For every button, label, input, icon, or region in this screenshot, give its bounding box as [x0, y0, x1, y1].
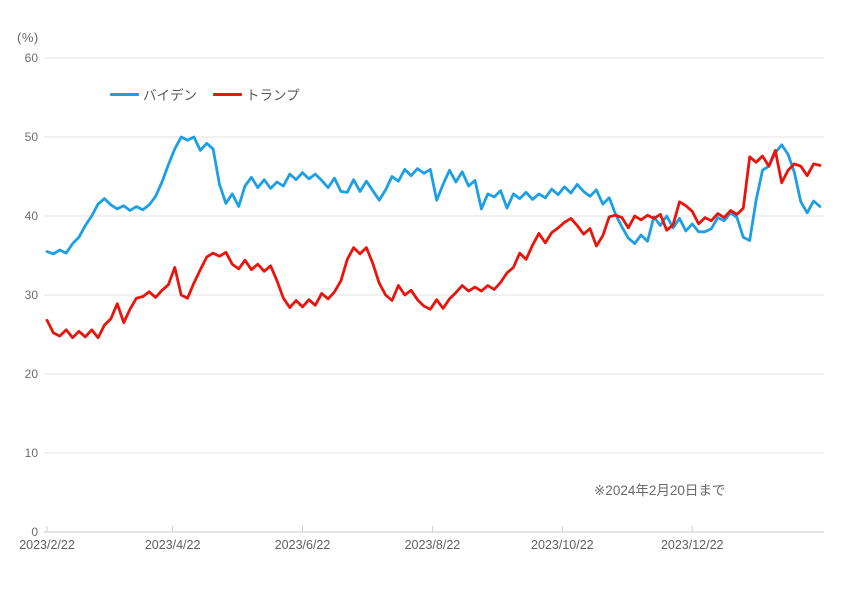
y-axis-unit-label: (%) [17, 30, 39, 45]
trump-line-swatch [213, 92, 242, 96]
series-line-trump [45, 148, 822, 340]
series-line-biden [45, 135, 822, 256]
y-axis-label-20: 20 [24, 367, 38, 381]
y-axis-label-10: 10 [24, 446, 38, 460]
x-axis-label-4: 2023/10/22 [531, 538, 594, 552]
x-axis-label-5: 2023/12/22 [660, 538, 724, 552]
y-axis-label-0: 0 [31, 525, 38, 539]
x-axis-label-2: 2023/6/22 [274, 538, 331, 552]
data-note: ※2024年2月20日まで [594, 483, 726, 498]
legend-label-trump: トランプ [246, 88, 300, 103]
legend: バイデン トランプ [110, 84, 300, 104]
y-axis-label-40: 40 [24, 209, 38, 223]
x-axis-label-3: 2023/8/22 [404, 538, 461, 552]
biden-line-swatch [110, 92, 139, 96]
legend-item-trump: トランプ [213, 84, 300, 104]
x-axis-label-0: 2023/2/22 [19, 538, 75, 552]
y-axis-label-60: 60 [24, 51, 38, 65]
legend-label-biden: バイデン [143, 88, 197, 103]
y-axis-label-50: 50 [24, 130, 38, 144]
y-axis-label-30: 30 [24, 288, 38, 302]
x-axis-label-1: 2023/4/22 [144, 538, 201, 552]
legend-item-biden: バイデン [110, 84, 197, 104]
